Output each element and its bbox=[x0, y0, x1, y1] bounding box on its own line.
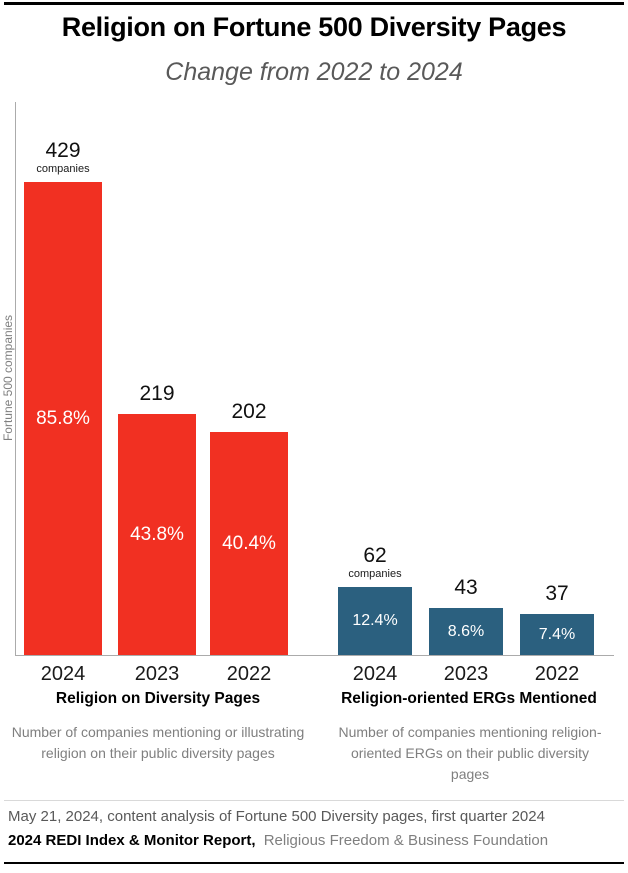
bar-percent-label: 7.4% bbox=[538, 625, 576, 643]
bar-percent-label: 85.8% bbox=[36, 407, 90, 429]
group-caption-religion: Number of companies mentioning or illust… bbox=[11, 724, 305, 761]
bar-column-ergs-2023: 43 8.6% 2023 bbox=[429, 575, 503, 685]
footer-divider bbox=[4, 800, 624, 801]
group-title-religion: Religion on Diversity Pages bbox=[55, 690, 261, 707]
footnote-report-org: Religious Freedom & Business Foundation bbox=[263, 832, 549, 849]
footnote-report: 2024 REDI Index & Monitor Report, Religi… bbox=[8, 832, 548, 849]
bar-ergs-2024: 12.4% bbox=[338, 587, 412, 655]
top-rule bbox=[4, 2, 624, 5]
bar-ergs-2022: 7.4% bbox=[520, 614, 594, 655]
x-axis-line bbox=[15, 655, 614, 656]
bar-religion-2024: 85.8% bbox=[24, 182, 102, 655]
x-axis-tick-label: 2023 bbox=[443, 663, 489, 685]
bar-count-label: 37 bbox=[545, 581, 569, 605]
bar-percent-label: 8.6% bbox=[447, 622, 485, 640]
bar-religion-2022: 40.4% bbox=[210, 432, 288, 655]
bar-column-ergs-2024: 62 companies 12.4% 2024 bbox=[338, 543, 412, 685]
y-axis-line bbox=[15, 102, 16, 655]
bar-percent-label: 43.8% bbox=[130, 523, 184, 545]
y-axis-title: Fortune 500 companies bbox=[1, 314, 15, 442]
bar-percent-label: 12.4% bbox=[352, 612, 398, 629]
x-axis-tick-label: 2024 bbox=[40, 663, 86, 685]
bottom-rule bbox=[4, 862, 624, 864]
group-caption-ergs: Number of companies mentioning religion-… bbox=[338, 724, 602, 782]
bar-percent-label: 40.4% bbox=[222, 532, 276, 554]
x-axis-tick-label: 2024 bbox=[352, 663, 398, 685]
bar-count-label: 429 bbox=[45, 138, 81, 162]
bar-religion-2023: 43.8% bbox=[118, 414, 196, 655]
x-axis-tick-label: 2023 bbox=[134, 663, 180, 685]
bar-column-religion-2023: 219 43.8% 2023 bbox=[118, 381, 196, 685]
bar-column-religion-2022: 202 40.4% 2022 bbox=[210, 399, 288, 685]
page-title: Religion on Fortune 500 Diversity Pages bbox=[61, 12, 567, 42]
bar-ergs-2023: 8.6% bbox=[429, 608, 503, 655]
bar-count-label: 62 bbox=[363, 543, 387, 567]
bar-count-label: 219 bbox=[139, 381, 175, 405]
footnote-source: May 21, 2024, content analysis of Fortun… bbox=[8, 808, 545, 825]
bar-unit-label: companies bbox=[36, 163, 90, 175]
bar-count-label: 43 bbox=[454, 575, 478, 599]
bar-column-ergs-2022: 37 7.4% 2022 bbox=[520, 581, 594, 685]
page-subtitle: Change from 2022 to 2024 bbox=[165, 58, 463, 86]
bar-unit-label: companies bbox=[348, 568, 402, 580]
bar-count-label: 202 bbox=[231, 399, 267, 423]
group-title-ergs: Religion-oriented ERGs Mentioned bbox=[341, 690, 597, 707]
x-axis-tick-label: 2022 bbox=[534, 663, 580, 685]
footnote-report-title: 2024 REDI Index & Monitor Report, bbox=[8, 832, 256, 849]
x-axis-tick-label: 2022 bbox=[226, 663, 272, 685]
bar-column-religion-2024: 429 companies 85.8% 2024 bbox=[24, 138, 102, 685]
